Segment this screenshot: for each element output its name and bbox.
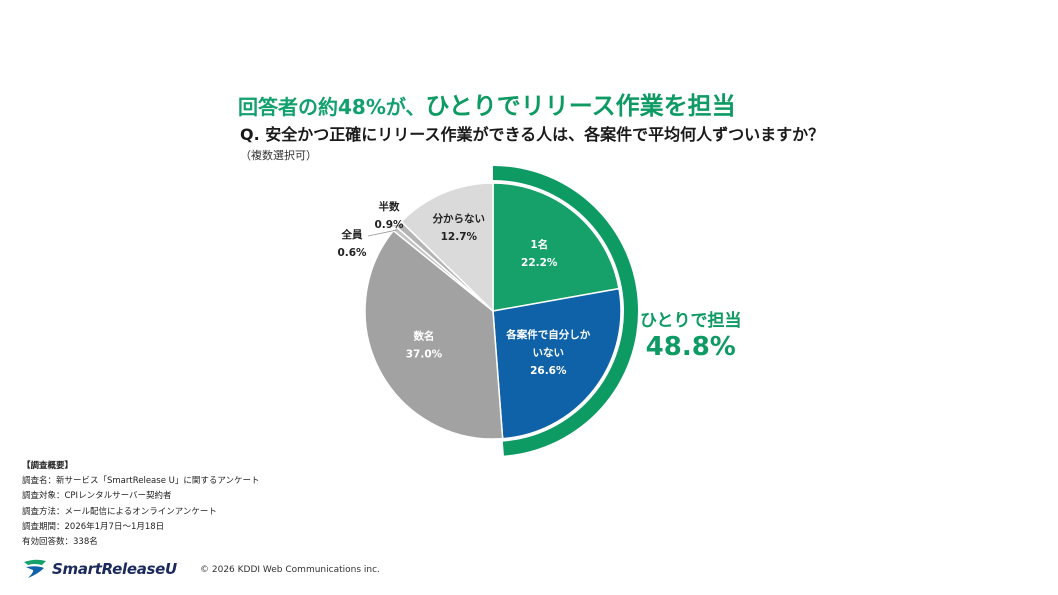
survey-summary-title: 【調査概要】 <box>22 461 74 471</box>
label-several: 数名 37.0% <box>406 329 443 360</box>
survey-question: Q. 安全かつ正確にリリース作業ができる人は、各案件で平均何人ずついますか？ <box>240 125 825 144</box>
label-everyone: 全員 0.6% <box>337 228 367 259</box>
label-half: 半数 0.9% <box>374 200 404 231</box>
slice-only-myself <box>492 287 622 440</box>
survey-period: 調査期間：2026年1月7日〜1月18日 <box>22 521 165 532</box>
headline-main: ひとりでリリース作業を担当 <box>425 92 736 120</box>
highlight-callout: ひとりで担当 48.8% <box>640 310 742 363</box>
survey-method: 調査方法：メール配信によるオンラインアンケート <box>22 506 217 517</box>
multiple-choice-note: （複数選択可） <box>240 149 317 162</box>
headline: 回答者の約48%が、ひとりでリリース作業を担当 <box>238 86 736 121</box>
headline-suffix: が、 <box>385 95 426 119</box>
survey-target: 調査対象：CPIレンタルサーバー契約者 <box>22 491 172 502</box>
headline-number: 48% <box>338 95 386 119</box>
survey-responses: 有効回答数：338名 <box>22 537 98 548</box>
callout-label: ひとりで担当 <box>640 311 742 331</box>
label-unknown: 分からない 12.7% <box>433 212 486 243</box>
slice-one-person <box>492 182 620 312</box>
survey-summary: 【調査概要】 調査名：新サービス「SmartRelease U」に関するアンケー… <box>22 459 260 550</box>
slice-several <box>364 229 504 440</box>
label-one-person: 1名 22.2% <box>521 238 558 269</box>
headline-prefix: 回答者の約 <box>238 95 338 119</box>
callout-value: 48.8% <box>645 332 736 363</box>
copyright: © 2026 KDDI Web Communications inc. <box>200 565 380 575</box>
logo-text: SmartReleaseU <box>52 560 177 578</box>
logo-swoosh-icon <box>24 559 46 578</box>
label-everyone-leader <box>367 229 397 237</box>
brand-logo: SmartReleaseU <box>22 558 177 580</box>
label-only-myself: 各案件で自分しかいない 26.6% <box>505 328 590 377</box>
survey-name: 調査名：新サービス「SmartRelease U」に関するアンケート <box>22 476 260 487</box>
slice-unknown <box>400 182 494 313</box>
